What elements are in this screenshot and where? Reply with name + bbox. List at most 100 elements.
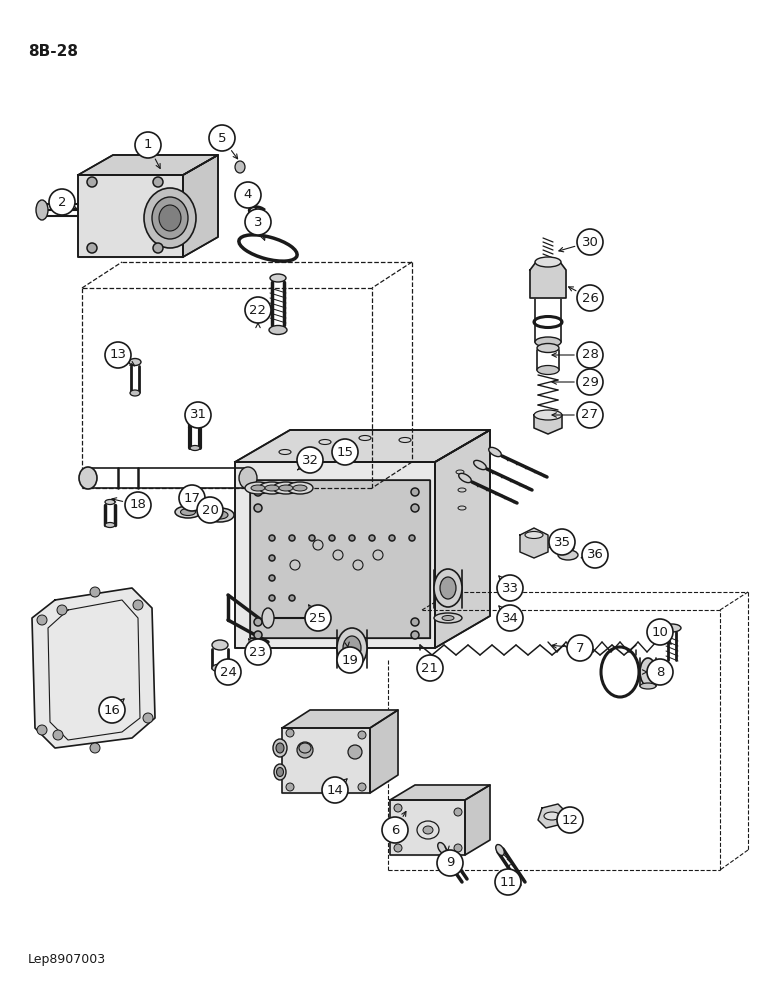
Polygon shape <box>235 462 435 648</box>
Ellipse shape <box>279 485 293 491</box>
Text: 3: 3 <box>254 216 262 229</box>
Circle shape <box>394 844 402 852</box>
Circle shape <box>57 605 67 615</box>
Ellipse shape <box>181 508 195 516</box>
Circle shape <box>53 730 63 740</box>
Text: 5: 5 <box>218 131 226 144</box>
Circle shape <box>254 504 262 512</box>
Polygon shape <box>78 155 218 175</box>
Circle shape <box>185 402 211 428</box>
Circle shape <box>49 189 75 215</box>
Circle shape <box>90 743 100 753</box>
Circle shape <box>497 575 523 601</box>
Circle shape <box>245 297 271 323</box>
Ellipse shape <box>438 843 446 853</box>
Polygon shape <box>32 588 155 748</box>
Circle shape <box>153 177 163 187</box>
Ellipse shape <box>293 485 307 491</box>
Text: 9: 9 <box>445 856 454 869</box>
Polygon shape <box>390 785 490 800</box>
Text: 1: 1 <box>144 138 152 151</box>
Polygon shape <box>465 785 490 855</box>
Ellipse shape <box>130 390 140 396</box>
Ellipse shape <box>496 845 504 855</box>
Text: 26: 26 <box>581 292 598 304</box>
Circle shape <box>647 659 673 685</box>
Ellipse shape <box>343 636 361 660</box>
Polygon shape <box>235 430 490 462</box>
Ellipse shape <box>544 812 560 820</box>
Ellipse shape <box>270 274 286 282</box>
Circle shape <box>358 731 366 739</box>
Circle shape <box>369 535 375 541</box>
Circle shape <box>269 575 275 581</box>
Polygon shape <box>250 480 430 638</box>
Circle shape <box>348 745 362 759</box>
Ellipse shape <box>663 624 681 632</box>
Circle shape <box>254 618 262 626</box>
Circle shape <box>153 243 163 253</box>
Circle shape <box>337 647 363 673</box>
Ellipse shape <box>159 205 181 231</box>
Text: 29: 29 <box>581 375 598 388</box>
Ellipse shape <box>640 683 656 689</box>
Circle shape <box>358 783 366 791</box>
Polygon shape <box>435 430 490 648</box>
Ellipse shape <box>105 499 115 504</box>
Text: 28: 28 <box>581 349 598 361</box>
Ellipse shape <box>105 522 115 528</box>
Text: 32: 32 <box>302 454 319 466</box>
Circle shape <box>269 595 275 601</box>
Ellipse shape <box>276 768 283 776</box>
Circle shape <box>567 635 593 661</box>
Ellipse shape <box>537 365 559 374</box>
Circle shape <box>37 615 47 625</box>
Ellipse shape <box>423 826 433 834</box>
Text: 6: 6 <box>391 824 399 836</box>
Circle shape <box>647 619 673 645</box>
Circle shape <box>286 783 294 791</box>
Circle shape <box>179 485 205 511</box>
Circle shape <box>411 504 419 512</box>
Text: 8: 8 <box>655 666 664 678</box>
Circle shape <box>245 639 271 665</box>
Circle shape <box>495 869 521 895</box>
Ellipse shape <box>259 482 285 494</box>
Polygon shape <box>183 155 218 257</box>
Circle shape <box>269 535 275 541</box>
Text: 36: 36 <box>587 548 604 562</box>
Text: 12: 12 <box>561 814 578 826</box>
Ellipse shape <box>212 640 228 650</box>
Circle shape <box>286 729 294 737</box>
Circle shape <box>309 535 315 541</box>
Ellipse shape <box>190 418 200 422</box>
Text: 31: 31 <box>189 408 206 422</box>
Circle shape <box>497 605 523 631</box>
Ellipse shape <box>274 764 286 780</box>
Circle shape <box>332 439 358 465</box>
Ellipse shape <box>212 511 228 519</box>
Circle shape <box>389 535 395 541</box>
Circle shape <box>454 808 462 816</box>
Circle shape <box>105 342 131 368</box>
Ellipse shape <box>287 482 313 494</box>
Circle shape <box>454 844 462 852</box>
Ellipse shape <box>79 467 97 489</box>
Ellipse shape <box>273 482 299 494</box>
Polygon shape <box>282 710 398 728</box>
Circle shape <box>557 807 583 833</box>
Circle shape <box>99 697 125 723</box>
Circle shape <box>245 209 271 235</box>
Circle shape <box>577 369 603 395</box>
Ellipse shape <box>206 508 234 522</box>
Circle shape <box>133 600 143 610</box>
Text: 27: 27 <box>581 408 598 422</box>
Circle shape <box>289 535 295 541</box>
Text: 30: 30 <box>581 235 598 248</box>
Text: 20: 20 <box>201 504 218 516</box>
Text: 10: 10 <box>652 626 669 639</box>
Circle shape <box>582 542 608 568</box>
Text: 19: 19 <box>341 654 358 666</box>
Text: 22: 22 <box>249 304 266 316</box>
Text: 25: 25 <box>310 611 327 624</box>
